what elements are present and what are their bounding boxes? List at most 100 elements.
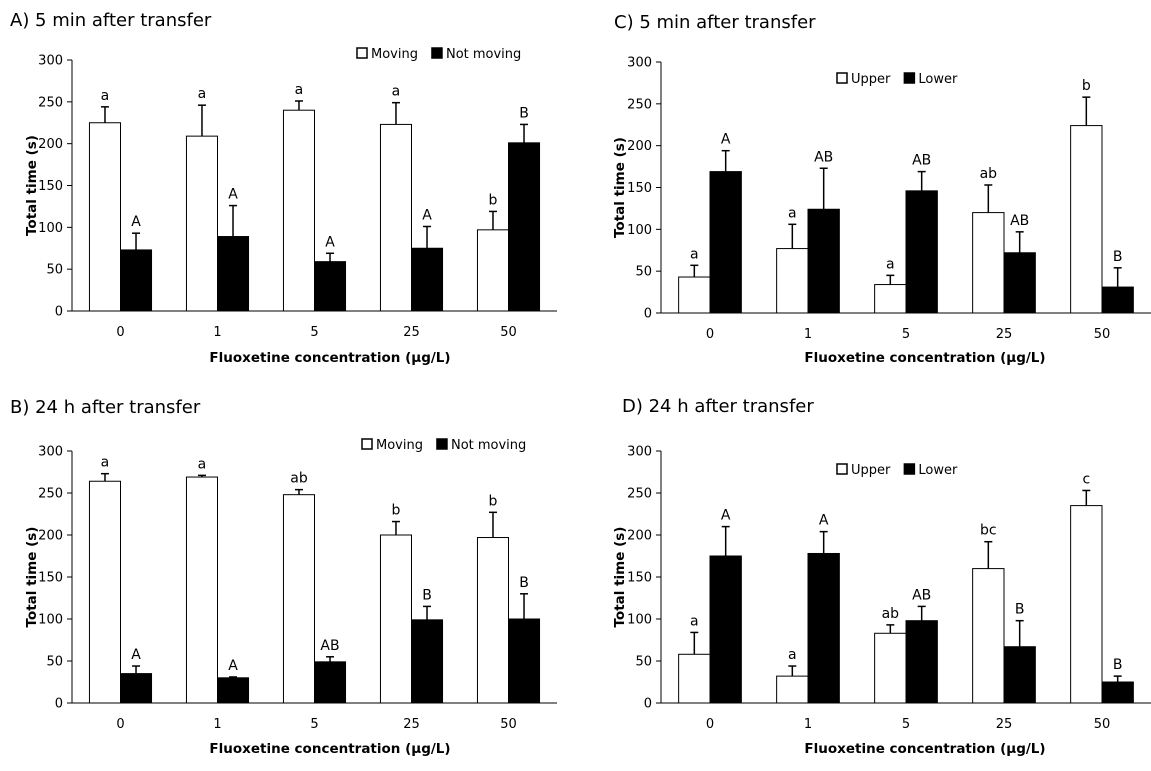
- bar: [776, 675, 809, 704]
- bar: [709, 171, 742, 314]
- bar: [709, 555, 742, 704]
- bar: [678, 276, 711, 314]
- y-tick-label: 150: [627, 181, 652, 196]
- bar: [807, 552, 840, 704]
- legend-label: Moving: [376, 438, 423, 453]
- significance-label: AB: [912, 153, 931, 169]
- bar: [508, 618, 541, 704]
- y-tick-label: 50: [635, 655, 652, 670]
- y-tick-label: 150: [38, 179, 63, 194]
- bar: [217, 677, 250, 704]
- y-tick-label: 300: [38, 54, 63, 69]
- x-tick-label: 50: [500, 325, 517, 340]
- panel-b-title: B) 24 h after transfer: [10, 397, 201, 418]
- legend-swatch: [436, 438, 448, 450]
- significance-label: AB: [320, 638, 339, 654]
- y-axis-label: Total time (s): [612, 527, 628, 628]
- significance-label: a: [690, 613, 699, 629]
- x-tick-label: 1: [804, 717, 812, 732]
- legend-swatch: [903, 463, 916, 475]
- bar: [1003, 646, 1036, 704]
- bar: [972, 212, 1005, 314]
- bar: [379, 123, 412, 312]
- y-tick-label: 200: [38, 137, 63, 152]
- panel-c-title: C) 5 min after transfer: [614, 12, 816, 33]
- bar: [379, 534, 412, 704]
- panel-c: C) 5 min after transfer 0 50 100 150 200 250 3…: [576, 0, 1151, 380]
- significance-label: A: [131, 647, 141, 663]
- significance-label: a: [198, 86, 207, 102]
- x-tick-label: 5: [310, 325, 318, 340]
- bar: [282, 109, 315, 312]
- bar: [1003, 252, 1036, 314]
- bar: [776, 248, 809, 314]
- significance-label: bc: [980, 523, 997, 539]
- panel-a-title: A) 5 min after transfer: [10, 10, 212, 31]
- significance-label: a: [392, 84, 401, 100]
- significance-label: A: [422, 207, 432, 223]
- y-tick-label: 100: [627, 223, 652, 238]
- y-tick-label: 100: [38, 613, 63, 628]
- panel-a-chart: 0 50 100 150 200 250 300 a A 0 a A 1 a A 5 a A 25 b B 50 Fluox…: [24, 47, 557, 366]
- significance-label: ab: [980, 166, 998, 182]
- significance-label: a: [788, 647, 797, 663]
- significance-label: A: [228, 658, 238, 674]
- y-tick-label: 0: [55, 305, 63, 320]
- x-tick-label: 1: [804, 327, 812, 342]
- significance-label: B: [1113, 249, 1123, 265]
- y-tick-label: 300: [627, 445, 652, 460]
- significance-label: a: [101, 455, 110, 471]
- bar: [905, 190, 938, 314]
- y-tick-label: 150: [38, 571, 63, 586]
- legend-label: Not moving: [451, 438, 526, 453]
- x-tick-label: 25: [996, 327, 1013, 342]
- bar: [972, 568, 1005, 704]
- y-axis-label: Total time (s): [24, 135, 40, 236]
- bar: [807, 208, 840, 314]
- bar: [411, 619, 444, 704]
- bar: [905, 620, 938, 704]
- legend-label: Moving: [371, 47, 418, 62]
- bar: [120, 673, 153, 704]
- significance-label: B: [519, 105, 529, 121]
- bar: [1070, 505, 1103, 704]
- legend-swatch: [836, 72, 848, 84]
- bar: [185, 135, 219, 312]
- significance-label: A: [819, 513, 829, 529]
- y-tick-label: 200: [627, 529, 652, 544]
- significance-label: a: [886, 256, 895, 272]
- x-tick-label: 25: [403, 325, 420, 340]
- significance-label: AB: [912, 587, 931, 603]
- x-axis-label: Fluoxetine concentration (μg/L): [804, 350, 1045, 366]
- x-tick-label: 50: [500, 717, 517, 732]
- bar: [1101, 286, 1134, 314]
- significance-label: A: [325, 234, 335, 250]
- x-tick-label: 50: [1094, 717, 1111, 732]
- bar: [476, 229, 509, 312]
- x-tick-label: 5: [902, 717, 910, 732]
- bar: [874, 284, 907, 314]
- bar: [508, 142, 541, 312]
- legend-swatch: [431, 47, 443, 59]
- y-tick-label: 300: [38, 445, 63, 460]
- x-tick-label: 0: [706, 327, 714, 342]
- bar: [411, 247, 444, 312]
- x-tick-label: 0: [706, 717, 714, 732]
- x-tick-label: 5: [902, 327, 910, 342]
- significance-label: AB: [814, 149, 833, 165]
- x-axis-label: Fluoxetine concentration (μg/L): [209, 350, 450, 366]
- bar: [185, 476, 219, 704]
- y-tick-label: 250: [38, 487, 63, 502]
- significance-label: ab: [882, 606, 900, 622]
- legend-label: Lower: [918, 72, 958, 87]
- panel-c-chart: 0 50 100 150 200 250 300 a A 0 a AB 1 a AB 5 ab AB 25 b B 50 F…: [612, 56, 1151, 366]
- x-axis-label: Fluoxetine concentration (μg/L): [209, 741, 450, 757]
- legend-label: Upper: [851, 463, 891, 478]
- bar: [88, 480, 121, 704]
- legend-swatch: [361, 438, 373, 450]
- panel-d-title: D) 24 h after transfer: [622, 396, 814, 417]
- legend-label: Not moving: [446, 47, 521, 62]
- legend-swatch: [356, 47, 368, 59]
- legend-label: Upper: [851, 72, 891, 87]
- significance-label: B: [422, 587, 432, 603]
